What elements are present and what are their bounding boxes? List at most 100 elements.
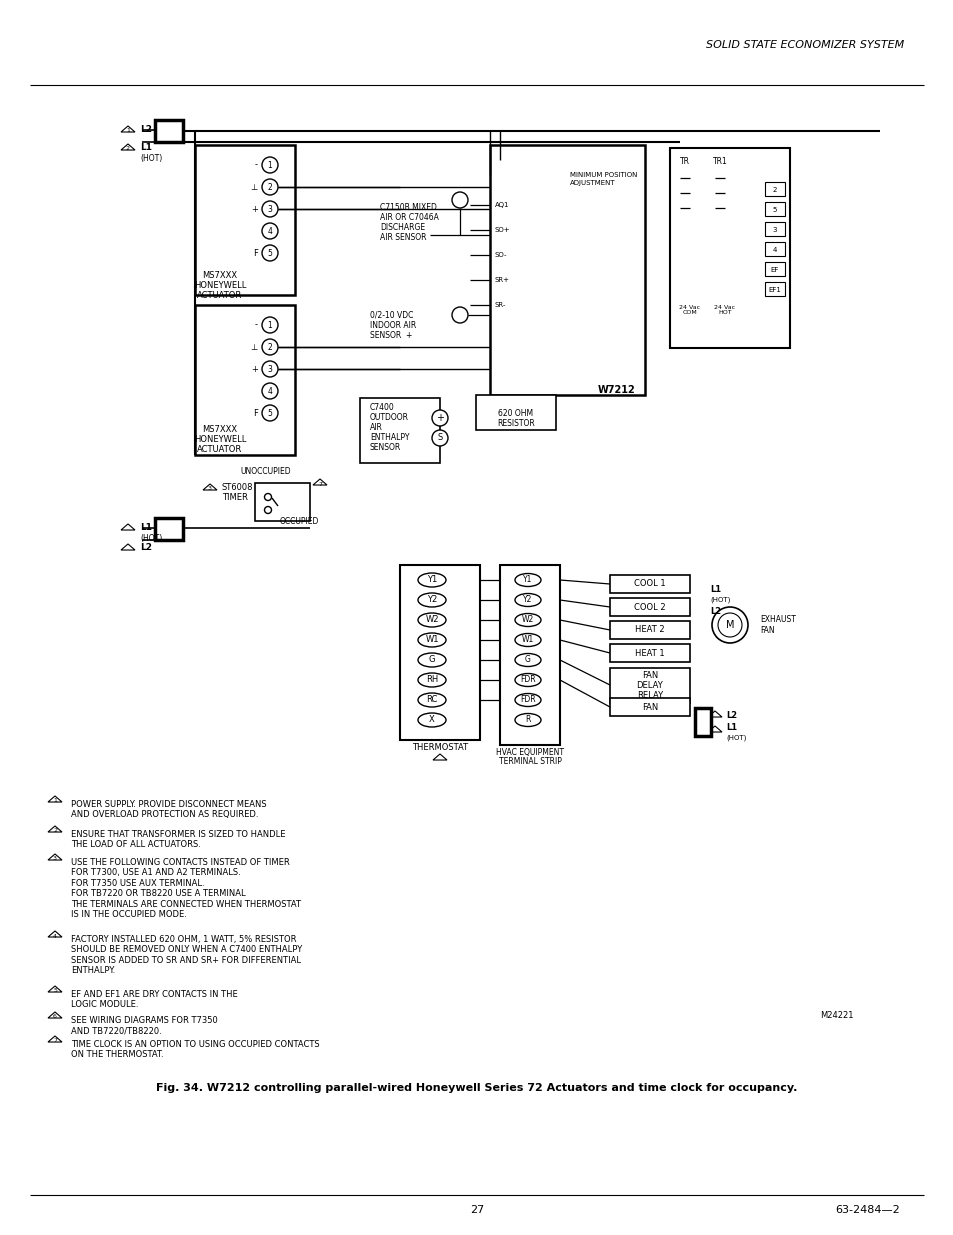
- Text: Y2: Y2: [426, 595, 436, 604]
- Text: F: F: [253, 409, 257, 417]
- Text: ACTUATOR: ACTUATOR: [197, 446, 242, 454]
- Ellipse shape: [417, 573, 446, 587]
- Text: 4: 4: [267, 387, 273, 395]
- Text: (HOT): (HOT): [709, 597, 730, 603]
- Ellipse shape: [417, 613, 446, 627]
- Text: 1: 1: [268, 161, 273, 169]
- Ellipse shape: [515, 694, 540, 706]
- Text: HEAT 2: HEAT 2: [635, 625, 664, 635]
- Text: AIR: AIR: [370, 424, 382, 432]
- Bar: [609, 698, 689, 716]
- Bar: [609, 598, 689, 616]
- Circle shape: [711, 606, 747, 643]
- Text: HEAT 1: HEAT 1: [635, 648, 664, 657]
- Bar: [764, 262, 784, 275]
- Text: 3: 3: [208, 487, 212, 492]
- Text: W2: W2: [521, 615, 534, 625]
- Bar: [609, 621, 689, 638]
- Text: THERMOSTAT: THERMOSTAT: [412, 743, 468, 752]
- Bar: [764, 222, 784, 236]
- Text: (HOT): (HOT): [140, 534, 162, 542]
- Text: HONEYWELL: HONEYWELL: [193, 280, 246, 289]
- Bar: [764, 203, 784, 216]
- Text: L1: L1: [140, 143, 152, 152]
- Text: 5: 5: [53, 988, 57, 993]
- Bar: [254, 483, 310, 521]
- Text: MINIMUM POSITION: MINIMUM POSITION: [569, 172, 637, 178]
- Text: MS7XXX: MS7XXX: [202, 270, 237, 279]
- Ellipse shape: [515, 673, 540, 687]
- Text: 2: 2: [772, 186, 777, 193]
- Text: TIME CLOCK IS AN OPTION TO USING OCCUPIED CONTACTS
ON THE THERMOSTAT.: TIME CLOCK IS AN OPTION TO USING OCCUPIE…: [71, 1040, 319, 1060]
- Text: 5: 5: [267, 409, 273, 417]
- Text: AIR SENSOR: AIR SENSOR: [379, 233, 426, 242]
- Circle shape: [262, 317, 277, 333]
- Bar: [194, 144, 294, 295]
- Text: 27: 27: [470, 1205, 483, 1215]
- Text: RH: RH: [425, 676, 437, 684]
- Text: W1: W1: [521, 636, 534, 645]
- Circle shape: [718, 613, 741, 637]
- Text: L1: L1: [725, 724, 737, 732]
- Circle shape: [262, 179, 277, 195]
- Ellipse shape: [417, 713, 446, 727]
- Text: 620 OHM: 620 OHM: [497, 409, 533, 417]
- Bar: [609, 668, 689, 703]
- Circle shape: [262, 201, 277, 217]
- Text: 2: 2: [268, 342, 273, 352]
- Text: 24 Vac
COM: 24 Vac COM: [679, 305, 700, 315]
- Text: SR+: SR+: [495, 277, 510, 283]
- Text: TR: TR: [679, 158, 689, 167]
- Ellipse shape: [515, 634, 540, 646]
- Text: L1: L1: [709, 585, 720, 594]
- Text: Y2: Y2: [523, 595, 532, 604]
- Text: +: +: [251, 205, 257, 214]
- Text: 2: 2: [126, 147, 130, 152]
- Text: TERMINAL STRIP: TERMINAL STRIP: [498, 757, 561, 767]
- Circle shape: [262, 157, 277, 173]
- Text: COOL 2: COOL 2: [634, 603, 665, 611]
- Circle shape: [262, 361, 277, 377]
- Text: M24221: M24221: [820, 1010, 853, 1020]
- Text: 7: 7: [53, 1039, 57, 1044]
- Text: L1: L1: [140, 524, 152, 532]
- Text: FAN
DELAY
RELAY: FAN DELAY RELAY: [636, 671, 662, 700]
- Bar: [399, 564, 479, 740]
- Ellipse shape: [515, 653, 540, 667]
- Text: SO+: SO+: [495, 227, 510, 233]
- Circle shape: [432, 410, 448, 426]
- Circle shape: [432, 430, 448, 446]
- Bar: [499, 564, 559, 745]
- Text: 1: 1: [53, 799, 57, 804]
- Text: SOLID STATE ECONOMIZER SYSTEM: SOLID STATE ECONOMIZER SYSTEM: [705, 40, 903, 49]
- Text: 5: 5: [267, 248, 273, 258]
- Bar: [764, 242, 784, 256]
- Text: L2: L2: [140, 543, 152, 552]
- Bar: [154, 120, 183, 142]
- Text: EF AND EF1 ARE DRY CONTACTS IN THE
LOGIC MODULE.: EF AND EF1 ARE DRY CONTACTS IN THE LOGIC…: [71, 990, 237, 1009]
- Text: TIMER: TIMER: [222, 494, 248, 503]
- Text: C7150B MIXED: C7150B MIXED: [379, 204, 436, 212]
- Text: SENSOR: SENSOR: [370, 443, 401, 452]
- Ellipse shape: [515, 614, 540, 626]
- Bar: [476, 395, 556, 430]
- Bar: [609, 576, 689, 593]
- Bar: [764, 282, 784, 296]
- Text: G: G: [524, 656, 531, 664]
- Text: 6: 6: [53, 1014, 57, 1020]
- Ellipse shape: [417, 593, 446, 606]
- Text: M: M: [725, 620, 734, 630]
- Text: 3: 3: [267, 364, 273, 373]
- Text: EF1: EF1: [768, 287, 781, 293]
- Ellipse shape: [417, 693, 446, 706]
- Text: ⊥: ⊥: [251, 183, 257, 191]
- Text: RC: RC: [426, 695, 437, 704]
- Text: -: -: [254, 161, 257, 169]
- Text: COOL 1: COOL 1: [634, 579, 665, 589]
- Text: X: X: [429, 715, 435, 725]
- Text: -: -: [254, 321, 257, 330]
- Text: FACTORY INSTALLED 620 OHM, 1 WATT, 5% RESISTOR
SHOULD BE REMOVED ONLY WHEN A C74: FACTORY INSTALLED 620 OHM, 1 WATT, 5% RE…: [71, 935, 302, 976]
- Text: S: S: [436, 433, 442, 442]
- Text: POWER SUPPLY. PROVIDE DISCONNECT MEANS
AND OVERLOAD PROTECTION AS REQUIRED.: POWER SUPPLY. PROVIDE DISCONNECT MEANS A…: [71, 800, 266, 819]
- Text: C7400: C7400: [370, 404, 395, 412]
